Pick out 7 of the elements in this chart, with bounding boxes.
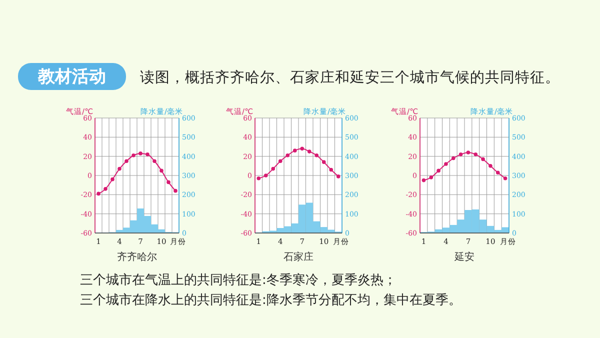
- text: 三个城市在气温上的共同特征是:冬季寒冷，夏季炎热；: [80, 272, 396, 288]
- text: 延安: [454, 251, 474, 263]
- text: 齐齐哈尔: [117, 251, 157, 263]
- text: 教材活动: [37, 67, 106, 87]
- text: 石家庄: [284, 251, 314, 263]
- text: 三个城市在降水上的共同特征是:降水季节分配不均，集中在夏季。: [80, 293, 462, 308]
- text: 读图，概括齐齐哈尔、石家庄和延安三个城市气候的共同特征。: [140, 69, 560, 86]
